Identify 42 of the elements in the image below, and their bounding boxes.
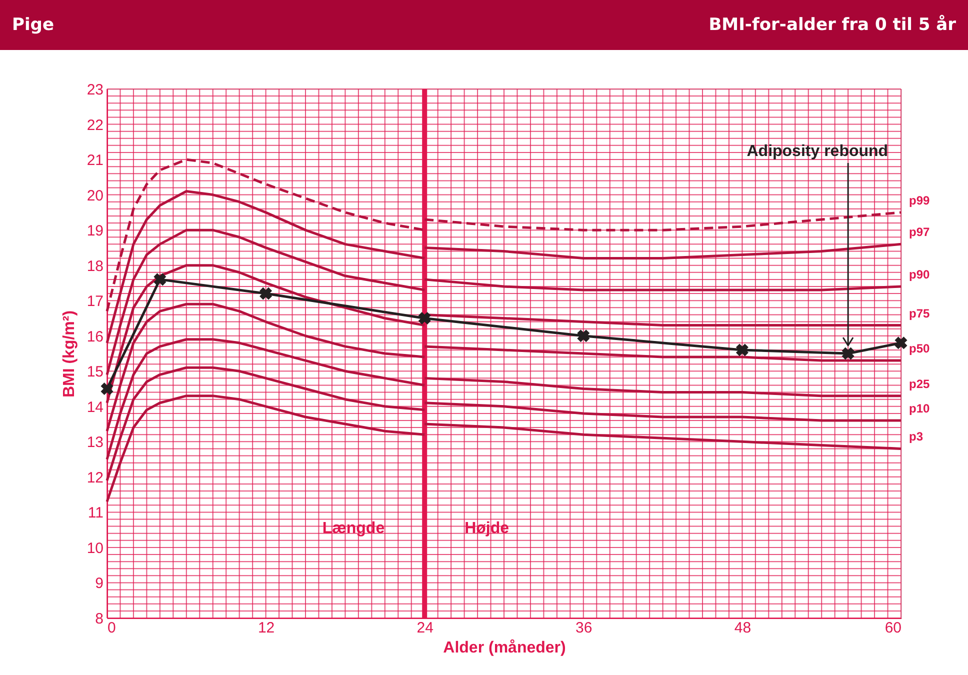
y-tick-label: 14	[86, 398, 104, 416]
point	[418, 312, 431, 324]
series-label: p3	[909, 430, 924, 444]
series-label: p75	[909, 306, 930, 320]
x-tick-label: 24	[416, 620, 434, 636]
y-tick-label: 10	[86, 540, 104, 557]
y-tick-label: 11	[88, 504, 104, 522]
y-tick-label: 16	[86, 328, 104, 346]
point	[577, 330, 590, 342]
y-tick-label: 13	[86, 434, 104, 452]
series-label: p97	[909, 225, 930, 240]
series-label: p25	[909, 376, 930, 391]
y-tick-label: 9	[95, 575, 104, 592]
x-tick-label: 48	[734, 620, 752, 636]
point	[736, 344, 748, 356]
y-tick-label: 21	[86, 152, 104, 170]
point	[842, 347, 854, 360]
y-tick-label: 8	[95, 610, 104, 628]
x-tick-label: 60	[884, 620, 902, 636]
y-tick-label: 15	[86, 364, 104, 381]
y-tick-label: 23	[86, 82, 104, 98]
y-tick-label: 19	[86, 222, 104, 240]
point	[260, 287, 272, 300]
series-label: p10	[909, 402, 930, 416]
x-tick-label: 36	[576, 620, 592, 636]
x-tick-label: 12	[258, 620, 275, 636]
y-tick-label: 20	[86, 187, 104, 204]
y-tick-label: 18	[86, 258, 104, 275]
chart-subtitle: BMI-for-alder fra 0 til 5 år	[708, 14, 957, 35]
y-tick-label: 12	[86, 469, 104, 486]
point	[100, 382, 114, 396]
point	[894, 336, 908, 350]
x-axis-title: Alder (måneder)	[443, 638, 566, 656]
series-label: p99	[909, 193, 930, 208]
y-tick-label: 17	[86, 293, 104, 310]
x-tick-label: 0	[108, 620, 116, 636]
series-label: p50	[909, 342, 930, 356]
chart-title: Pige	[12, 15, 54, 35]
y-axis-title: BMI (kg/m²)	[60, 310, 78, 398]
y-tick-label: 22	[86, 116, 104, 134]
series-label: p90	[909, 267, 930, 282]
point	[154, 273, 166, 286]
